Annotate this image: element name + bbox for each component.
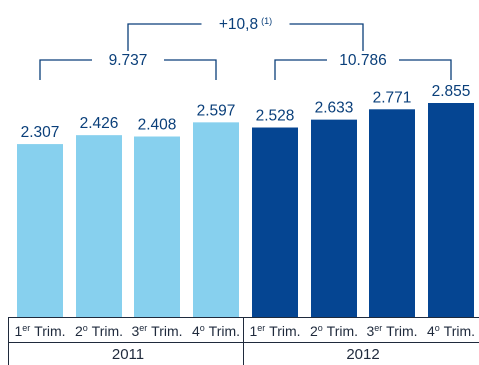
tick-label-5: 1er Trim. (249, 323, 300, 339)
value-label-5: 2.528 (256, 108, 295, 125)
brackets-layer: 9.737 10.786 +10,8 (1) (39, 16, 452, 80)
group-total-2011: 9.737 (109, 52, 148, 69)
bar-8 (428, 103, 474, 317)
tick-label-6: 2o Trim. (310, 323, 358, 339)
value-label-6: 2.633 (315, 100, 354, 117)
bar-5 (252, 127, 298, 317)
bracket-left-2012 (274, 59, 327, 80)
growth-bracket-left (127, 23, 202, 51)
bar-1 (17, 144, 63, 317)
tick-label-4: 4o Trim. (192, 323, 240, 339)
value-label-7: 2.771 (373, 89, 412, 106)
tick-label-7: 3er Trim. (366, 323, 417, 339)
value-labels-layer: 2.307 2.426 2.408 2.597 2.528 2.633 2.771 2.855 (21, 83, 471, 141)
tick-label-8: 4o Trim. (427, 323, 475, 339)
bar-7 (369, 109, 415, 317)
bars-layer (17, 103, 474, 317)
bar-2 (76, 135, 122, 317)
value-label-3: 2.408 (138, 117, 177, 134)
group-total-2012: 10.786 (339, 52, 386, 69)
value-label-4: 2.597 (197, 102, 236, 119)
value-label-8: 2.855 (432, 83, 471, 100)
bar-6 (311, 119, 357, 317)
year-label-2012: 2012 (346, 346, 379, 363)
growth-bracket-right (289, 23, 364, 51)
bar-4 (193, 122, 239, 317)
growth-label: +10,8 (1) (219, 16, 272, 33)
bracket-right-2011 (164, 59, 217, 80)
year-label-2011: 2011 (112, 346, 144, 363)
axis-layer: 1er Trim. 2o Trim. 3er Trim. 4o Trim. 1er Tr… (8, 317, 479, 365)
tick-label-2: 2o Trim. (75, 323, 123, 339)
bracket-left-2011 (39, 59, 92, 80)
tick-label-1: 1er Trim. (14, 323, 65, 339)
bar-3 (134, 136, 180, 317)
bracket-right-2012 (399, 59, 452, 80)
value-label-2: 2.426 (80, 115, 119, 132)
tick-label-3: 3er Trim. (131, 323, 182, 339)
value-label-1: 2.307 (21, 124, 60, 141)
